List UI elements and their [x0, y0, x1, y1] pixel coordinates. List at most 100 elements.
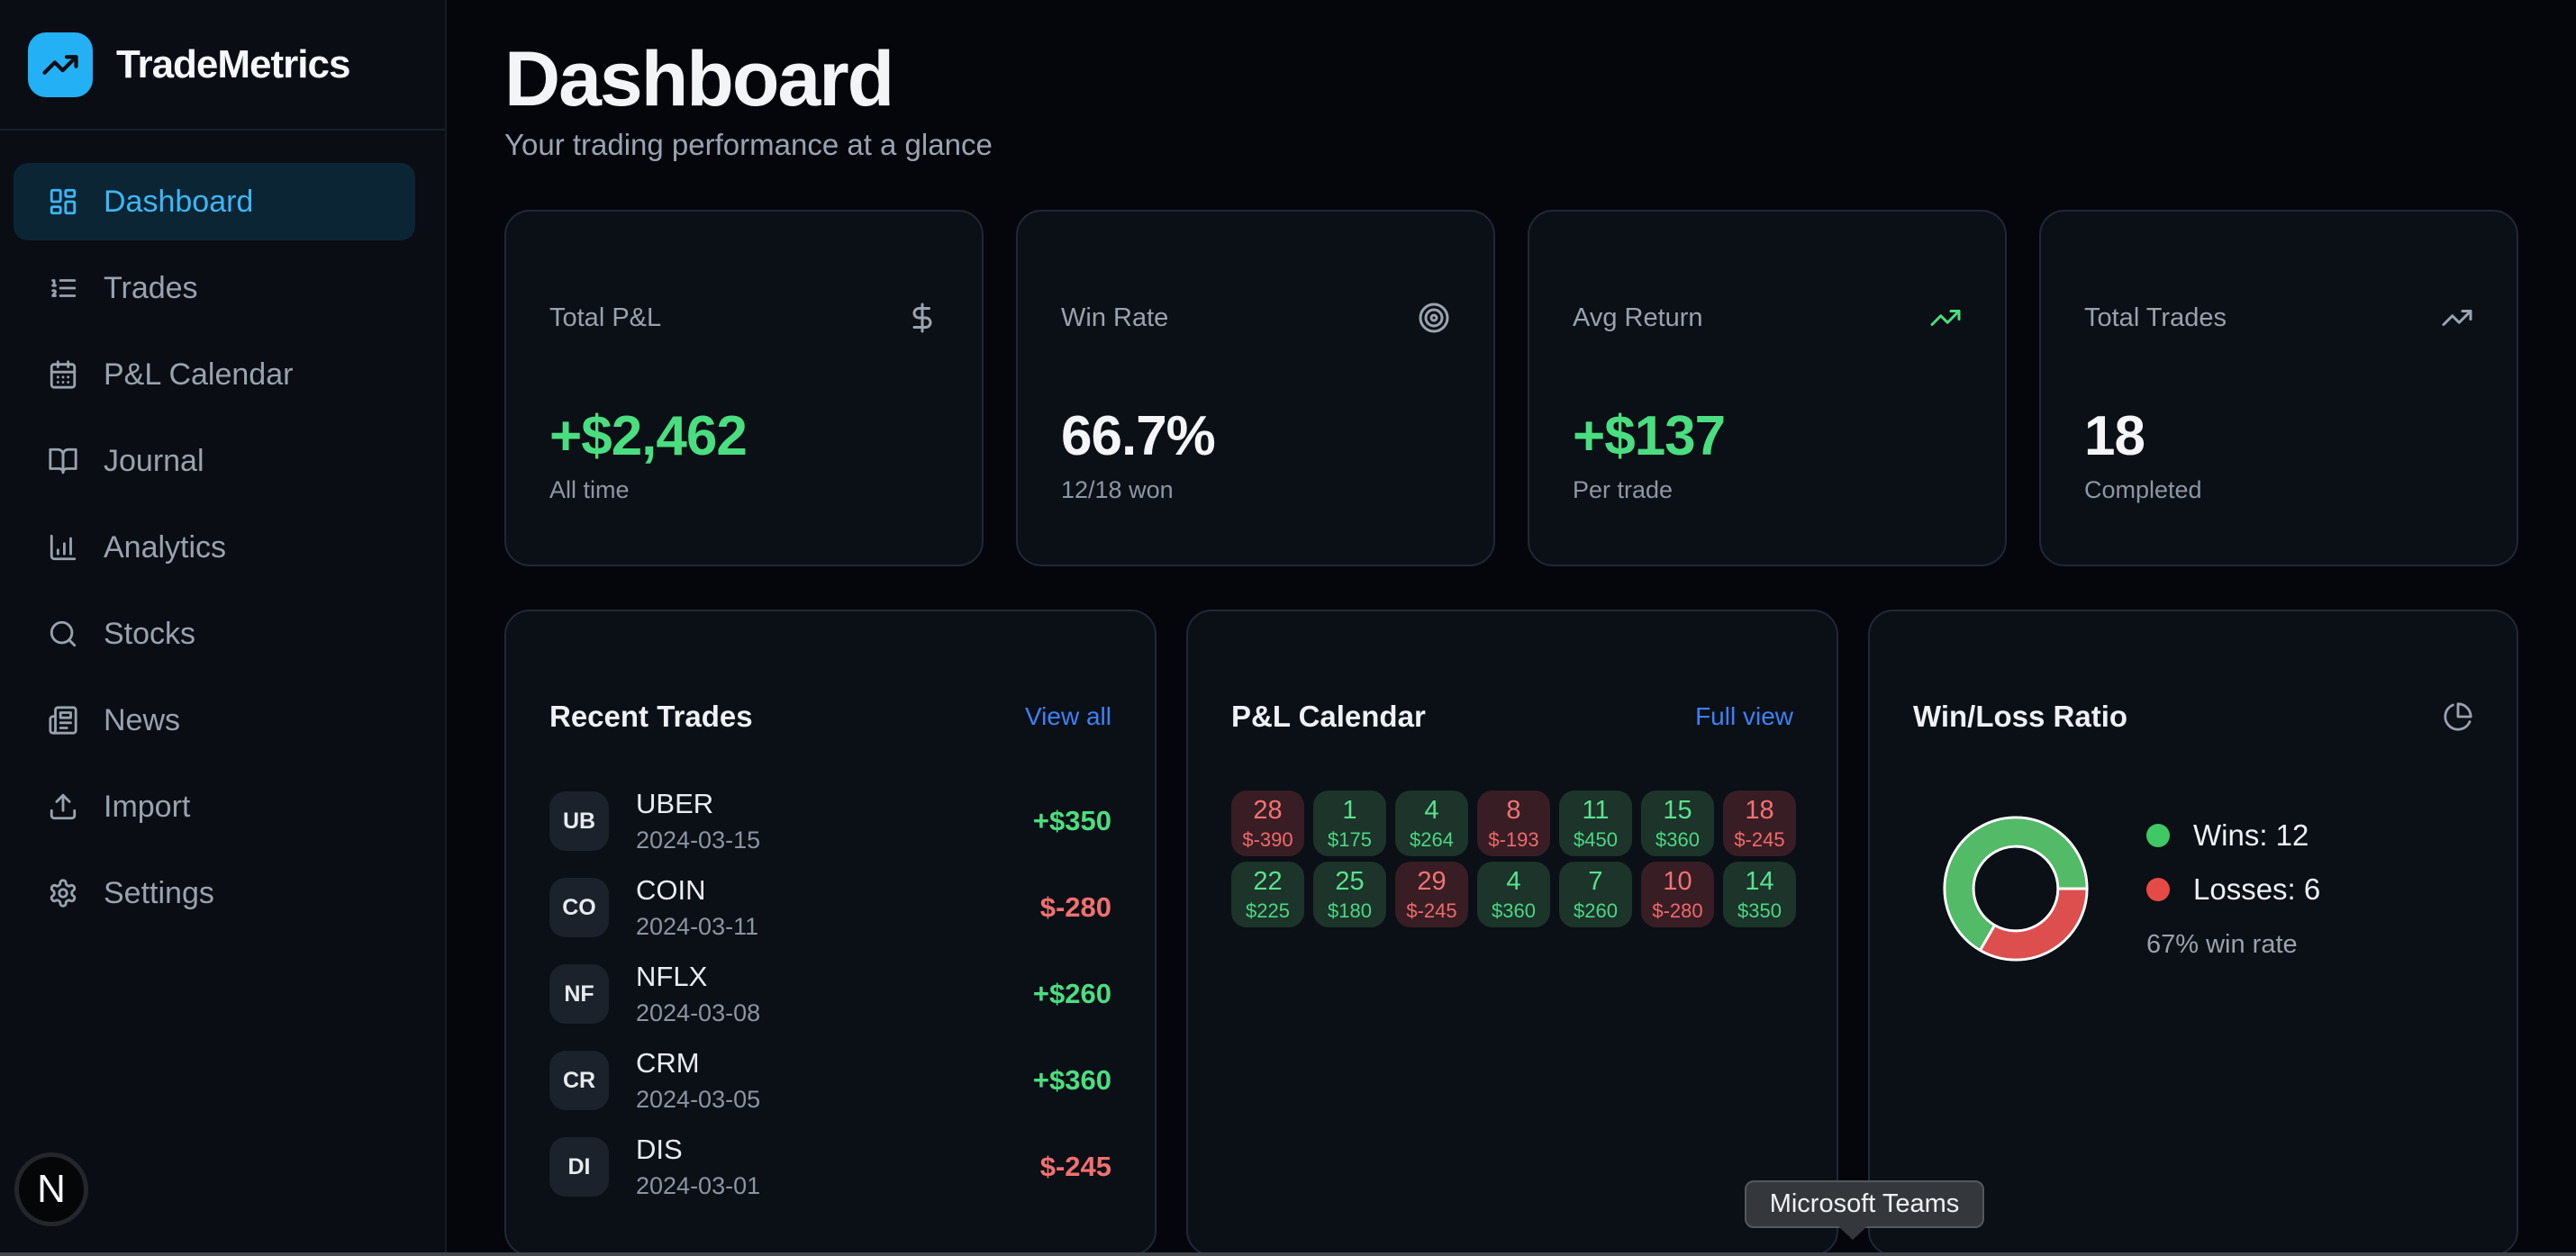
- trade-pnl: +$260: [1032, 978, 1111, 1009]
- trade-row-uber[interactable]: UB UBER 2024-03-15 +$350: [549, 785, 1111, 857]
- losses-label: Losses: 6: [2193, 872, 2321, 906]
- stat-value: 66.7%: [1061, 405, 1216, 467]
- winloss-donut-chart: [1943, 816, 2089, 962]
- calendar-day-pnl: $-390: [1242, 827, 1293, 851]
- calendar-day-pnl: $-245: [1406, 899, 1457, 922]
- pnl-calendar-grid: 28 $-390 1 $175 4 $264 8 $-193 11 $450 15 $360 18 $-2…: [1231, 791, 1796, 927]
- calendar-day-cell[interactable]: 10 $-280: [1641, 862, 1714, 927]
- stat-label: Win Rate: [1061, 303, 1169, 332]
- calendar-day-cell[interactable]: 28 $-390: [1231, 791, 1304, 856]
- page-title: Dashboard: [504, 36, 894, 122]
- stat-card-win-rate: Win Rate 66.7% 12/18 won: [1016, 210, 1495, 566]
- trade-pnl: $-245: [1039, 1151, 1111, 1182]
- calendar-day-number: 28: [1253, 795, 1283, 825]
- calendar-day-cell[interactable]: 14 $350: [1723, 862, 1796, 927]
- sidebar-item-label: Journal: [104, 443, 204, 478]
- stat-value: 18: [2084, 405, 2145, 467]
- calendar-day-pnl: $225: [1246, 899, 1290, 922]
- wins-label: Wins: 12: [2193, 818, 2309, 852]
- trade-date: 2024-03-05: [636, 1086, 761, 1113]
- sidebar-item-p-l-calendar[interactable]: P&L Calendar: [14, 336, 415, 413]
- sidebar-item-settings[interactable]: Settings: [14, 854, 415, 932]
- calendar-day-cell[interactable]: 22 $225: [1231, 862, 1304, 927]
- calendar-day-number: 8: [1506, 795, 1521, 825]
- gear-icon: [48, 878, 78, 908]
- trade-row-coin[interactable]: CO COIN 2024-03-11 $-280: [549, 872, 1111, 944]
- taskbar-edge: [0, 1252, 2576, 1256]
- sidebar-item-analytics[interactable]: Analytics: [14, 509, 415, 586]
- calendar-day-pnl: $175: [1328, 827, 1372, 851]
- calendar-day-cell[interactable]: 18 $-245: [1723, 791, 1796, 856]
- winloss-body: Wins: 12 Losses: 6 67% win rate: [1913, 814, 2473, 963]
- calendar-day-number: 10: [1663, 866, 1692, 896]
- calendar-day-number: 25: [1335, 866, 1365, 896]
- trade-pnl: +$350: [1032, 805, 1111, 836]
- app-title: TradeMetrics: [116, 41, 350, 86]
- trade-date: 2024-03-15: [636, 827, 761, 854]
- sidebar-item-label: Dashboard: [104, 184, 254, 219]
- trade-row-nflx[interactable]: NF NFLX 2024-03-08 +$260: [549, 958, 1111, 1030]
- trade-info: NFLX 2024-03-08: [636, 961, 760, 1027]
- trade-info: UBER 2024-03-15: [636, 788, 760, 854]
- sidebar-item-journal[interactable]: Journal: [14, 422, 415, 500]
- losses-dot-icon: [2146, 877, 2170, 901]
- trade-date: 2024-03-11: [636, 913, 759, 940]
- stat-card-total-trades: Total Trades 18 Completed: [2039, 210, 2518, 566]
- sidebar-item-label: Stocks: [104, 616, 196, 651]
- calendar-day-cell[interactable]: 8 $-193: [1477, 791, 1550, 856]
- sidebar-item-stocks[interactable]: Stocks: [14, 595, 415, 673]
- dollar-icon: [906, 302, 939, 334]
- calendar-day-cell[interactable]: 15 $360: [1641, 791, 1714, 856]
- ticker-avatar: CR: [549, 1051, 609, 1110]
- stat-subtext: Completed: [2084, 476, 2202, 503]
- winloss-panel: Win/Loss Ratio: [1868, 610, 2518, 1256]
- trade-symbol: COIN: [636, 874, 706, 906]
- sidebar-item-trades[interactable]: Trades: [14, 249, 415, 327]
- recent-trades-title: Recent Trades: [549, 700, 753, 733]
- full-view-link[interactable]: Full view: [1695, 702, 1793, 730]
- stat-subtext: 12/18 won: [1061, 476, 1174, 503]
- sidebar-item-label: News: [104, 702, 181, 737]
- sidebar: TradeMetrics Dashboard Trades P&L Calendar…: [0, 0, 447, 1256]
- taskbar-tooltip-text: Microsoft Teams: [1769, 1189, 1960, 1218]
- calendar-day-cell[interactable]: 25 $180: [1313, 862, 1386, 927]
- calendar-day-cell[interactable]: 7 $260: [1559, 862, 1632, 927]
- calendar-day-number: 15: [1663, 795, 1692, 825]
- trending-up-logo-icon: [28, 32, 93, 97]
- nextjs-n-glyph: N: [37, 1167, 66, 1211]
- target-icon: [1418, 302, 1450, 334]
- stat-label: Total Trades: [2084, 303, 2227, 332]
- trade-info: COIN 2024-03-11: [636, 874, 758, 941]
- sidebar-item-news[interactable]: News: [14, 682, 415, 759]
- sidebar-item-label: Trades: [104, 270, 198, 305]
- calendar-day-pnl: $350: [1737, 899, 1782, 922]
- calendar-day-pnl: $-280: [1652, 899, 1703, 922]
- calendar-day-cell[interactable]: 29 $-245: [1395, 862, 1468, 927]
- calendar-day-cell[interactable]: 1 $175: [1313, 791, 1386, 856]
- calendar-day-number: 1: [1342, 795, 1357, 825]
- stat-subtext: Per trade: [1573, 476, 1673, 503]
- calendar-day-pnl: $-193: [1488, 827, 1539, 851]
- calendar-day-number: 4: [1424, 795, 1439, 825]
- calendar-day-cell[interactable]: 4 $264: [1395, 791, 1468, 856]
- stat-value: +$2,462: [549, 405, 748, 467]
- view-all-link[interactable]: View all: [1025, 702, 1111, 730]
- sidebar-item-dashboard[interactable]: Dashboard: [14, 163, 415, 240]
- trade-row-crm[interactable]: CR CRM 2024-03-05 +$360: [549, 1044, 1111, 1116]
- sidebar-nav: Dashboard Trades P&L Calendar Journal Analyt…: [14, 163, 415, 941]
- trending-up-icon: [2441, 302, 2473, 334]
- sidebar-item-label: Settings: [104, 875, 214, 910]
- donut-wins-segment: [1943, 816, 2089, 952]
- calendar-day-number: 14: [1745, 866, 1774, 896]
- calendar-day-cell[interactable]: 4 $360: [1477, 862, 1550, 927]
- wins-dot-icon: [2146, 823, 2170, 847]
- nextjs-dev-badge[interactable]: N: [14, 1152, 88, 1226]
- sidebar-item-import[interactable]: Import: [14, 768, 415, 845]
- calendar-day-cell[interactable]: 11 $450: [1559, 791, 1632, 856]
- tooltip-arrow: [1838, 1226, 1867, 1240]
- trade-row-dis[interactable]: DI DIS 2024-03-01 $-245: [549, 1131, 1111, 1203]
- stat-subtext: All time: [549, 476, 630, 503]
- ticker-avatar: NF: [549, 964, 609, 1024]
- trade-symbol: CRM: [636, 1047, 700, 1079]
- sidebar-item-label: Analytics: [104, 529, 227, 565]
